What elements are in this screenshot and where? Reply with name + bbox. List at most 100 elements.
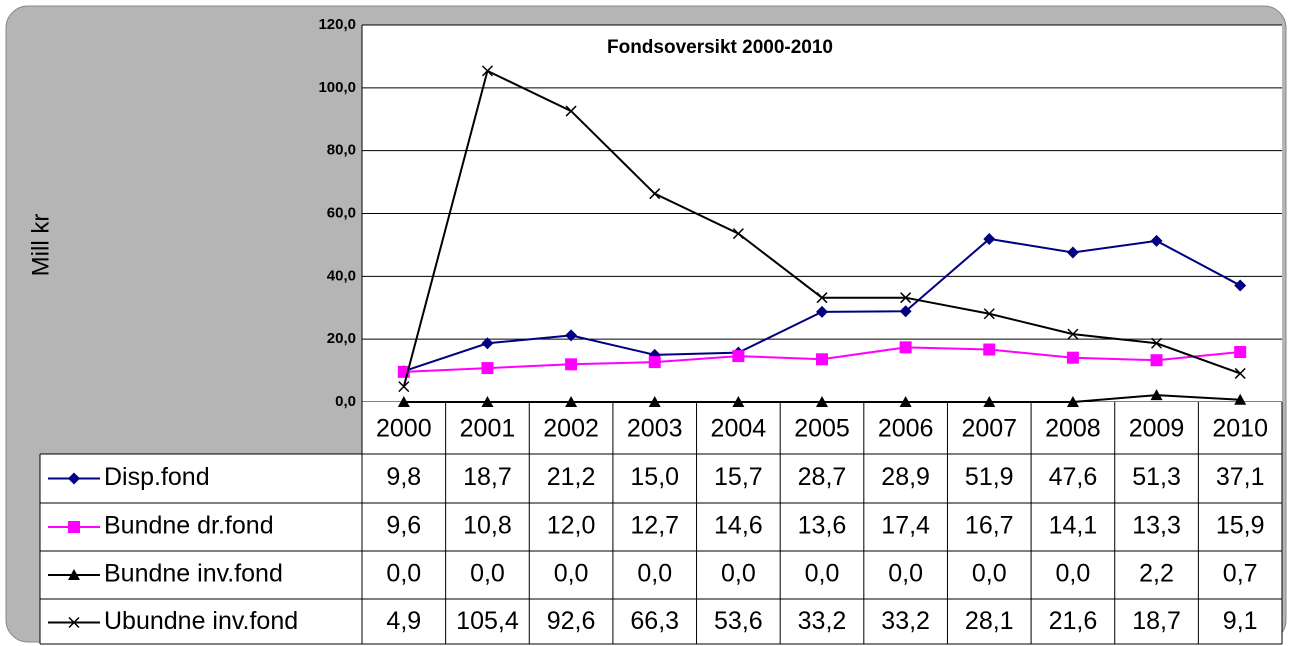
data-label: 15,0 [630, 463, 679, 491]
marker [1067, 328, 1079, 340]
data-label: 18,7 [1132, 607, 1181, 635]
data-label: 14,1 [1049, 512, 1098, 540]
data-label: 2,2 [1139, 560, 1174, 588]
data-label: 21,6 [1049, 607, 1098, 635]
data-label: 0,0 [470, 560, 505, 588]
data-label: 15,9 [1216, 512, 1265, 540]
y-tick-label: 0,0 [335, 393, 356, 410]
marker [649, 188, 661, 200]
x-tick-label: 2009 [1129, 415, 1185, 443]
data-label: 13,3 [1132, 512, 1181, 540]
y-tick-label: 60,0 [327, 204, 356, 221]
marker [481, 65, 493, 77]
x-tick-label: 2000 [376, 415, 432, 443]
data-label: 0,0 [972, 560, 1007, 588]
data-label: 28,9 [881, 463, 930, 491]
marker [816, 353, 828, 366]
chart-title: Fondsoversikt 2000-2010 [607, 37, 833, 58]
data-label: 28,1 [965, 607, 1014, 635]
x-tick-label: 2002 [543, 415, 599, 443]
y-tick-label: 80,0 [327, 142, 356, 159]
marker [565, 105, 577, 117]
y-tick-label: 120,0 [318, 16, 356, 33]
data-label: 9,1 [1223, 607, 1258, 635]
table-header [362, 402, 1282, 454]
marker [899, 341, 912, 354]
marker [481, 337, 494, 350]
data-label: 21,2 [547, 463, 596, 491]
marker [983, 232, 996, 245]
legend-label: Ubundne inv.fond [104, 607, 298, 635]
marker [68, 569, 80, 580]
marker [900, 292, 912, 304]
y-tick-label: 40,0 [327, 267, 356, 284]
data-label: 53,6 [714, 607, 763, 635]
marker [68, 472, 80, 485]
legend-label: Disp.fond [104, 463, 210, 491]
data-label: 66,3 [630, 607, 679, 635]
data-label: 16,7 [965, 512, 1014, 540]
legend-label: Bundne inv.fond [104, 560, 283, 588]
marker [648, 356, 661, 369]
data-label: 0,0 [805, 560, 840, 588]
data-label: 12,0 [547, 512, 596, 540]
marker [983, 396, 996, 407]
data-label: 33,2 [798, 607, 847, 635]
marker [481, 396, 494, 407]
data-label: 9,6 [386, 512, 421, 540]
data-label: 105,4 [456, 607, 519, 635]
x-tick-label: 2007 [961, 415, 1017, 443]
data-label: 17,4 [881, 512, 930, 540]
marker [397, 396, 410, 407]
marker [565, 396, 578, 407]
marker [983, 308, 995, 320]
marker [732, 350, 745, 363]
x-tick-label: 2004 [711, 415, 767, 443]
data-label: 37,1 [1216, 463, 1265, 491]
data-label: 0,0 [637, 560, 672, 588]
data-label: 9,8 [386, 463, 421, 491]
marker [1234, 346, 1247, 359]
data-table [40, 454, 1282, 644]
y-axis-label: Mill kr [27, 214, 54, 277]
marker [816, 305, 828, 318]
marker [565, 358, 578, 371]
data-label: 4,9 [386, 607, 421, 635]
legend-label: Bundne dr.fond [104, 512, 274, 540]
x-tick-label: 2008 [1045, 415, 1101, 443]
marker [899, 396, 912, 407]
marker [481, 362, 494, 375]
data-label: 0,0 [554, 560, 589, 588]
marker [1150, 234, 1163, 247]
x-tick-label: 2001 [460, 415, 516, 443]
data-label: 10,8 [463, 512, 512, 540]
marker [565, 329, 578, 342]
data-label: 15,7 [714, 463, 763, 491]
marker [732, 396, 745, 407]
y-tick-label: 20,0 [327, 330, 356, 347]
marker [1234, 393, 1247, 405]
x-tick-label: 2003 [627, 415, 683, 443]
marker [68, 521, 80, 533]
marker [398, 381, 410, 393]
marker [816, 396, 828, 407]
marker [1234, 367, 1246, 379]
x-tick-label: 2006 [878, 415, 934, 443]
data-label: 12,7 [630, 512, 679, 540]
marker [1151, 337, 1163, 349]
x-tick-label: 2010 [1212, 415, 1268, 443]
data-label: 92,6 [547, 607, 596, 635]
marker [732, 228, 744, 240]
data-label: 0,0 [1056, 560, 1091, 588]
data-label: 33,2 [881, 607, 930, 635]
data-label: 28,7 [798, 463, 847, 491]
marker [648, 396, 661, 407]
data-label: 0,0 [721, 560, 756, 588]
marker [899, 305, 912, 318]
marker [68, 616, 80, 629]
data-label: 0,0 [888, 560, 923, 588]
marker [816, 292, 828, 304]
marker [1066, 396, 1079, 407]
marker [1150, 354, 1163, 367]
data-label: 51,3 [1132, 463, 1181, 491]
